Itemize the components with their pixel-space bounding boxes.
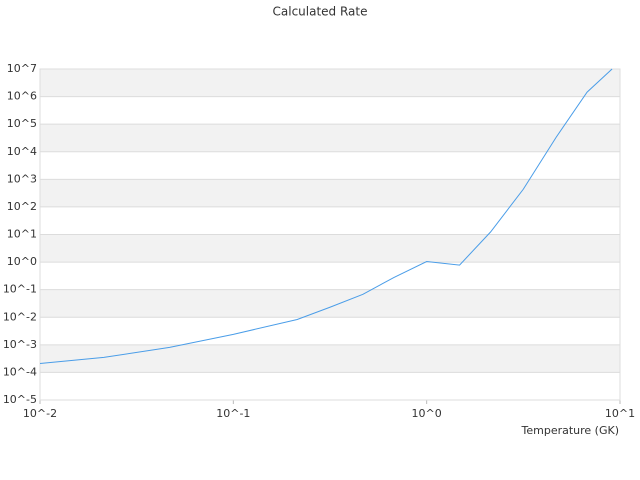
y-tick-label: 10^-5: [3, 393, 37, 406]
x-tick-label: 10^0: [412, 407, 442, 420]
y-tick-label: 10^5: [7, 117, 37, 130]
x-tick-label: 10^-1: [216, 407, 250, 420]
y-tick-label: 10^-3: [3, 338, 37, 351]
grid-band: [40, 234, 620, 263]
y-tick-label: 10^-4: [3, 365, 37, 378]
y-tick-label: 10^2: [7, 200, 37, 213]
grid-band: [40, 69, 620, 97]
y-tick-label: 10^-1: [3, 283, 37, 296]
plot-border: [39, 68, 621, 401]
grid-band: [40, 344, 620, 373]
y-tick-label: 10^-2: [3, 310, 37, 323]
grid-band: [40, 289, 620, 318]
grid-band: [40, 179, 620, 207]
y-tick-label: 10^7: [7, 62, 37, 75]
x-tick-label: 10^1: [605, 407, 635, 420]
grid-band: [40, 124, 620, 152]
y-tick-label: 10^6: [7, 90, 37, 103]
y-tick-label: 10^0: [7, 255, 37, 268]
x-axis-label: Temperature (GK): [521, 424, 620, 437]
y-tick-label: 10^4: [7, 145, 37, 158]
y-tick-label: 10^3: [7, 172, 37, 185]
chart-title: Calculated Rate: [273, 5, 368, 19]
y-tick-label: 10^1: [7, 228, 37, 241]
x-tick-label: 10^-2: [23, 407, 57, 420]
data-line: [39, 68, 613, 365]
